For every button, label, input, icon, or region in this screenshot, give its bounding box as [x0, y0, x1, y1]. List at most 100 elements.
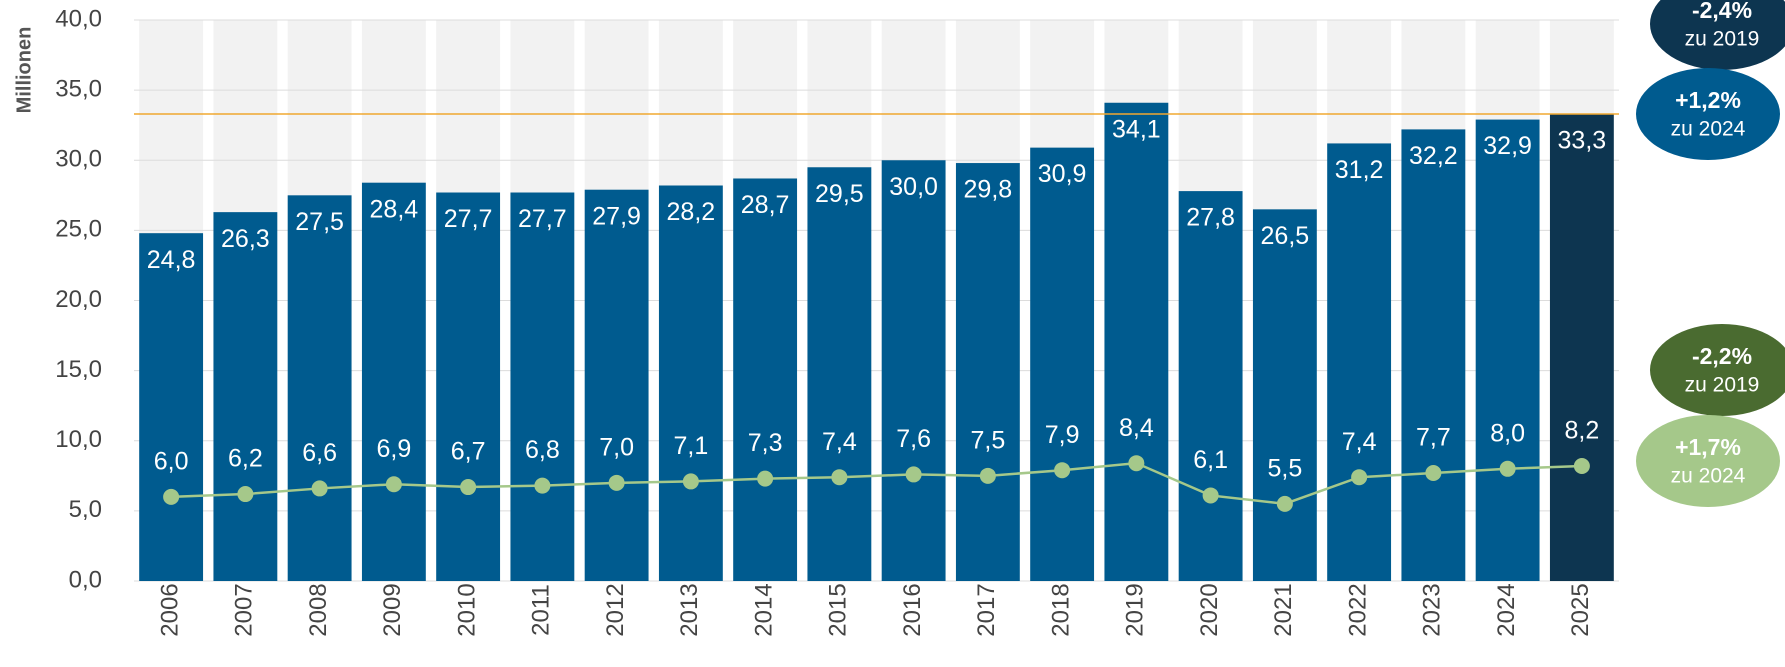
bar: [361, 182, 426, 581]
line-value-label: 7,9: [1045, 421, 1080, 449]
x-tick-label: 2008: [305, 583, 332, 636]
bar: [1401, 129, 1466, 581]
annotation-subtext: zu 2019: [1685, 28, 1760, 51]
line-value-label: 6,7: [451, 438, 486, 466]
bar-value-label: 28,2: [667, 198, 716, 226]
bar: [881, 160, 946, 581]
line-value-label: 6,0: [154, 447, 189, 475]
x-tick-label: 2019: [1122, 583, 1149, 636]
x-tick-label: 2007: [231, 583, 258, 636]
line-value-label: 7,3: [748, 429, 783, 457]
bar-value-label: 27,7: [444, 205, 493, 233]
line-point: [1202, 487, 1219, 504]
bar: [213, 212, 278, 581]
y-tick-label: 20,0: [55, 286, 102, 313]
line-point: [1499, 460, 1516, 477]
x-tick-label: 2006: [156, 583, 183, 636]
line-value-label: 5,5: [1267, 454, 1302, 482]
annotation-text: -2,4%: [1692, 0, 1752, 23]
bar: [1104, 102, 1169, 581]
bar-value-label: 28,4: [370, 195, 419, 223]
bar-value-label: 26,3: [221, 225, 270, 253]
bar: [436, 192, 501, 581]
x-tick-label: 2013: [676, 583, 703, 636]
bar-value-label: 30,0: [889, 173, 938, 201]
line-value-label: 8,4: [1119, 414, 1154, 442]
x-tick-label: 2014: [750, 583, 777, 636]
bar-value-label: 27,5: [295, 208, 344, 236]
line-point: [1351, 469, 1368, 486]
x-tick-label: 2016: [899, 583, 926, 636]
y-tick-label: 25,0: [55, 216, 102, 243]
annotation-bubble: [1650, 0, 1785, 70]
bar-value-label: 29,8: [964, 176, 1013, 204]
line-point: [1425, 465, 1442, 482]
x-tick-label: 2020: [1196, 583, 1223, 636]
bar: [1030, 147, 1095, 581]
x-tick-label: 2011: [528, 584, 555, 636]
line-point: [237, 486, 254, 503]
annotation-text: +1,7%: [1675, 434, 1741, 460]
y-tick-label: 35,0: [55, 75, 102, 102]
bar-value-label: 30,9: [1038, 160, 1087, 188]
bar: [139, 233, 204, 581]
annotation-subtext: zu 2024: [1671, 118, 1746, 141]
x-tick-label: 2021: [1270, 583, 1297, 636]
bar-value-label: 32,9: [1483, 132, 1532, 160]
annotation-text: +1,2%: [1675, 87, 1741, 113]
line-value-label: 6,2: [228, 445, 263, 473]
line-point: [1054, 462, 1071, 479]
line-value-label: 7,4: [1342, 428, 1377, 456]
x-tick-label: 2017: [973, 583, 1000, 636]
line-value-label: 6,8: [525, 436, 560, 464]
annotation-text: -2,2%: [1692, 343, 1752, 369]
y-tick-label: 40,0: [55, 5, 102, 32]
annotation-subtext: zu 2019: [1685, 374, 1760, 397]
bar: [1475, 119, 1540, 581]
y-axis-label: Millionen: [13, 27, 35, 114]
line-point: [385, 476, 402, 493]
bar: [658, 185, 723, 581]
bar: [1327, 143, 1392, 582]
x-tick-label: 2025: [1567, 583, 1594, 636]
bar: [955, 163, 1020, 581]
bar-value-label: 27,8: [1186, 204, 1235, 232]
bar-value-label: 27,7: [518, 205, 567, 233]
bar: [510, 192, 575, 581]
x-tick-label: 2009: [379, 583, 406, 636]
line-value-label: 6,1: [1193, 446, 1228, 474]
bar-value-label: 29,5: [815, 180, 864, 208]
y-tick-label: 0,0: [69, 566, 102, 593]
line-point: [1128, 455, 1145, 472]
line-value-label: 7,1: [673, 432, 708, 460]
x-tick-label: 2010: [453, 583, 480, 636]
line-value-label: 8,0: [1490, 419, 1525, 447]
x-tick-label: 2015: [825, 583, 852, 636]
bar: [287, 195, 352, 581]
x-tick-label: 2024: [1493, 583, 1520, 636]
bar-value-label: 28,7: [741, 191, 790, 219]
x-tick-label: 2023: [1419, 583, 1446, 636]
x-tick-label: 2018: [1047, 583, 1074, 636]
line-point: [608, 474, 625, 491]
line-value-label: 7,5: [970, 426, 1005, 454]
line-value-label: 6,9: [376, 435, 411, 463]
line-value-label: 8,2: [1564, 417, 1599, 445]
bar-value-label: 32,2: [1409, 142, 1458, 170]
bar: [584, 189, 649, 581]
bar: [1178, 191, 1243, 582]
annotation-subtext: zu 2024: [1671, 465, 1746, 488]
line-point: [979, 467, 996, 484]
y-tick-label: 30,0: [55, 146, 102, 173]
line-value-label: 6,6: [302, 439, 337, 467]
bar-value-label: 33,3: [1558, 127, 1607, 155]
line-point: [311, 480, 328, 497]
line-point: [534, 477, 551, 494]
bar-value-label: 31,2: [1335, 156, 1384, 184]
annotation-bubble: [1636, 415, 1780, 507]
annotation-bubble: [1636, 68, 1780, 160]
line-value-label: 7,0: [599, 433, 634, 461]
bar-value-label: 34,1: [1112, 115, 1161, 143]
line-point: [1276, 495, 1293, 512]
